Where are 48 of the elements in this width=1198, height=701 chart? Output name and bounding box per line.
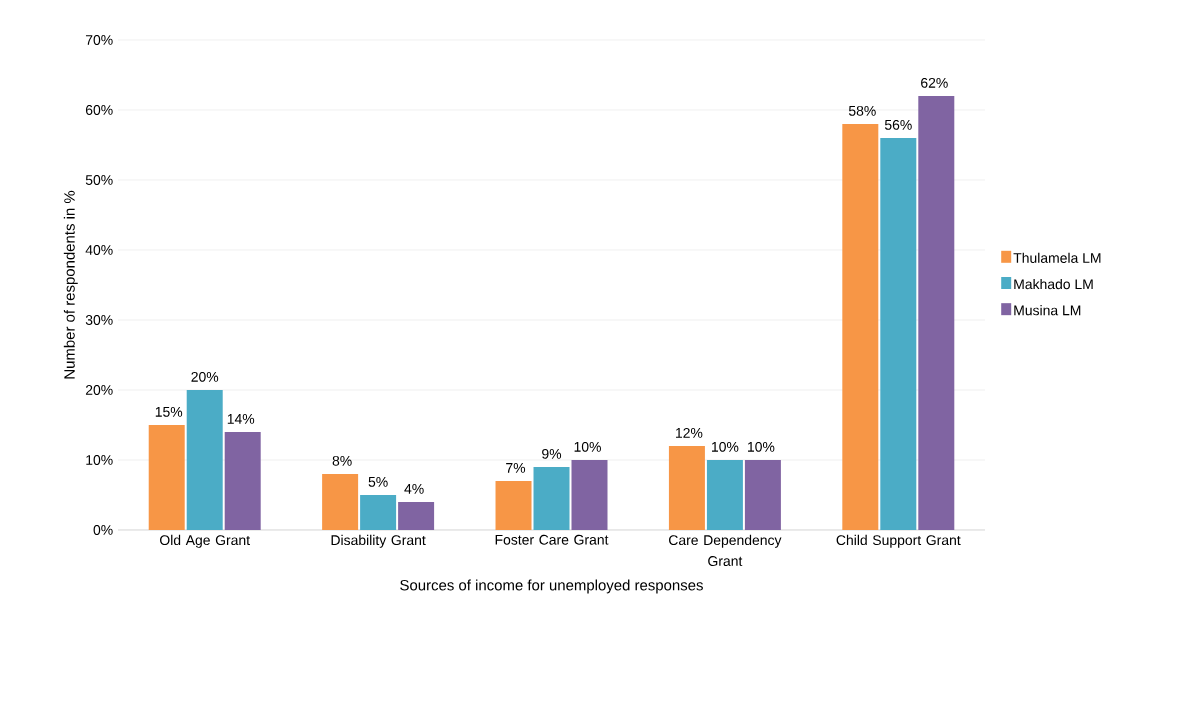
y-tick-label: 40%	[85, 245, 113, 255]
data-label: 15%	[155, 406, 183, 417]
bar	[533, 466, 570, 530]
bar	[842, 123, 879, 530]
data-label: 4%	[404, 484, 424, 494]
bar	[706, 459, 743, 530]
bar	[148, 424, 185, 530]
bar	[398, 501, 435, 530]
y-tick-label: 20%	[85, 385, 113, 395]
x-tick-label: Disability Grant	[331, 534, 426, 548]
legend-label: Musina LM	[1014, 305, 1081, 316]
bar	[360, 494, 397, 530]
y-tick-label: 30%	[85, 315, 113, 325]
data-label: 14%	[227, 414, 255, 424]
legend-label: Thulamela LM	[1013, 252, 1101, 263]
data-label: 5%	[368, 476, 388, 487]
x-tick-label: Old Age Grant	[160, 534, 250, 548]
y-tick-label: 10%	[86, 455, 113, 465]
y-tick-label: 60%	[85, 105, 113, 115]
bar	[668, 445, 705, 530]
data-label: 10%	[748, 441, 775, 452]
bar	[322, 473, 359, 530]
x-axis-title: Sources of income for unemployed responses	[400, 579, 703, 594]
x-tick-label: Child Support Grant	[836, 534, 961, 548]
bar	[880, 137, 917, 530]
bar	[495, 480, 532, 530]
data-label: 56%	[884, 119, 912, 130]
y-tick-label: 70%	[85, 35, 113, 45]
y-tick-label: 50%	[85, 175, 113, 185]
bar	[571, 459, 608, 530]
x-tick-label: Foster Care Grant	[495, 534, 609, 545]
data-label: 10%	[574, 441, 601, 452]
legend-label: Makhado LM	[1014, 278, 1093, 290]
data-label: 9%	[542, 448, 562, 459]
data-label: 12%	[676, 427, 703, 438]
data-label: 58%	[848, 105, 876, 116]
bar	[186, 389, 223, 530]
bar	[918, 95, 955, 530]
data-label: 8%	[332, 455, 352, 466]
y-tick-label: 0%	[93, 525, 113, 535]
data-label: 10%	[712, 441, 739, 452]
data-label: 20%	[191, 371, 219, 382]
data-label: 7%	[506, 463, 526, 473]
data-label: 62%	[921, 77, 948, 88]
bar	[224, 431, 261, 530]
y-axis-title: Number of respondents in %	[63, 190, 78, 379]
x-tick-label: Care Dependency Grant	[669, 534, 782, 566]
bar	[744, 459, 781, 530]
